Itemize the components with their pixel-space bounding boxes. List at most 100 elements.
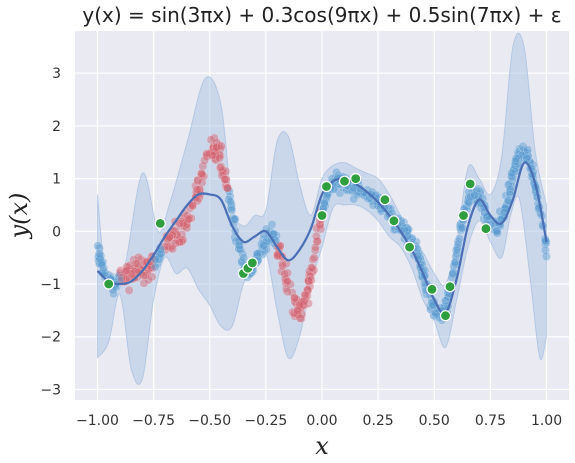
blue-data-point <box>520 150 530 160</box>
red-data-point <box>290 297 300 307</box>
red-data-point <box>142 268 152 278</box>
blue-data-point <box>456 221 466 231</box>
blue-data-point <box>115 270 125 280</box>
green-data-point <box>404 241 416 253</box>
red-data-point <box>192 185 202 195</box>
y-tick-label: 2 <box>52 119 61 135</box>
blue-data-point <box>258 235 268 244</box>
tick-labels: −1.00 −0.75 −0.50 −0.25 0.00 0.25 0.50 0.75 1.00… <box>40 66 562 429</box>
red-data-point <box>309 265 319 275</box>
red-data-point <box>295 300 305 310</box>
red-data-point <box>312 236 322 246</box>
blue-data-point <box>331 167 341 177</box>
blue-data-point <box>511 162 520 172</box>
red-data-point <box>299 300 309 310</box>
blue-data-point <box>353 190 362 200</box>
blue-data-point <box>259 241 269 251</box>
red-data-point <box>146 262 156 272</box>
red-data-point <box>168 230 177 240</box>
red-data-point <box>221 174 231 184</box>
red-data-point <box>293 304 303 314</box>
red-data-point <box>181 221 191 230</box>
blue-data-point <box>259 246 269 256</box>
x-tick-label: 1.00 <box>531 413 562 429</box>
red-data-point <box>304 276 313 286</box>
red-data-point <box>202 150 212 160</box>
red-data-point <box>132 259 142 269</box>
red-data-point <box>126 266 136 276</box>
red-data-point <box>273 251 283 261</box>
blue-data-point <box>267 220 277 230</box>
red-data-point <box>310 245 320 255</box>
red-data-point <box>215 144 225 154</box>
green-data-point <box>464 178 476 190</box>
blue-data-point <box>96 251 106 261</box>
blue-data-point <box>468 192 478 202</box>
red-data-point <box>298 296 308 306</box>
green-data-point <box>444 281 456 293</box>
blue-data-point <box>95 254 105 264</box>
blue-data-point <box>476 187 486 196</box>
red-data-point <box>303 285 313 295</box>
blue-data-point <box>99 263 109 273</box>
blue-data-point <box>507 170 517 180</box>
blue-data-point <box>225 196 235 206</box>
blue-data-point <box>347 186 357 196</box>
red-data-point <box>300 294 310 304</box>
blue-data-point <box>513 153 523 163</box>
red-data-point <box>312 223 322 233</box>
red-data-point <box>117 273 127 282</box>
red-data-point <box>167 231 177 241</box>
red-data-point <box>115 268 125 278</box>
blue-data-point <box>320 198 329 208</box>
blue-data-point <box>401 223 411 233</box>
red-data-point <box>178 235 188 245</box>
red-data-point <box>214 150 224 160</box>
green-data-point <box>154 217 166 229</box>
red-data-point <box>167 241 177 251</box>
blue-data-point <box>401 225 411 235</box>
blue-data-point <box>513 153 523 163</box>
green-data-point <box>246 257 258 269</box>
red-data-point <box>120 269 129 279</box>
red-data-point <box>300 290 310 300</box>
red-data-point <box>172 230 182 240</box>
red-data-point <box>312 236 322 246</box>
red-data-point <box>208 147 218 157</box>
blue-data-point <box>259 240 269 250</box>
red-data-point <box>309 253 319 263</box>
red-data-point <box>167 231 177 241</box>
blue-data-point <box>518 141 528 151</box>
blue-data-point <box>541 252 551 261</box>
y-tick-label: 0 <box>52 224 61 240</box>
red-data-point <box>211 151 221 161</box>
red-data-point <box>128 268 138 278</box>
red-data-point <box>221 175 231 185</box>
red-data-point <box>307 268 317 277</box>
blue-data-point <box>464 198 474 208</box>
data-layer <box>93 32 551 385</box>
red-data-point <box>146 263 156 273</box>
red-data-point <box>209 147 219 157</box>
red-data-point <box>280 269 290 279</box>
red-data-point <box>222 183 231 193</box>
blue-data-point <box>319 199 329 209</box>
red-data-point <box>192 196 202 206</box>
blue-data-point <box>234 241 244 251</box>
red-data-point <box>290 293 300 303</box>
blue-data-point <box>425 301 435 311</box>
red-data-point <box>295 299 305 309</box>
red-data-point <box>147 272 157 282</box>
red-data-point <box>214 141 224 150</box>
red-data-point <box>167 233 176 243</box>
blue-data-point <box>469 190 479 200</box>
blue-data-point <box>492 228 502 238</box>
blue-data-point <box>234 244 244 254</box>
red-data-point <box>202 149 212 159</box>
blue-data-point <box>501 191 511 201</box>
red-data-point <box>122 266 132 275</box>
x-tick-label: 0.25 <box>363 413 394 429</box>
red-data-point <box>193 176 203 186</box>
red-data-point <box>126 269 136 279</box>
